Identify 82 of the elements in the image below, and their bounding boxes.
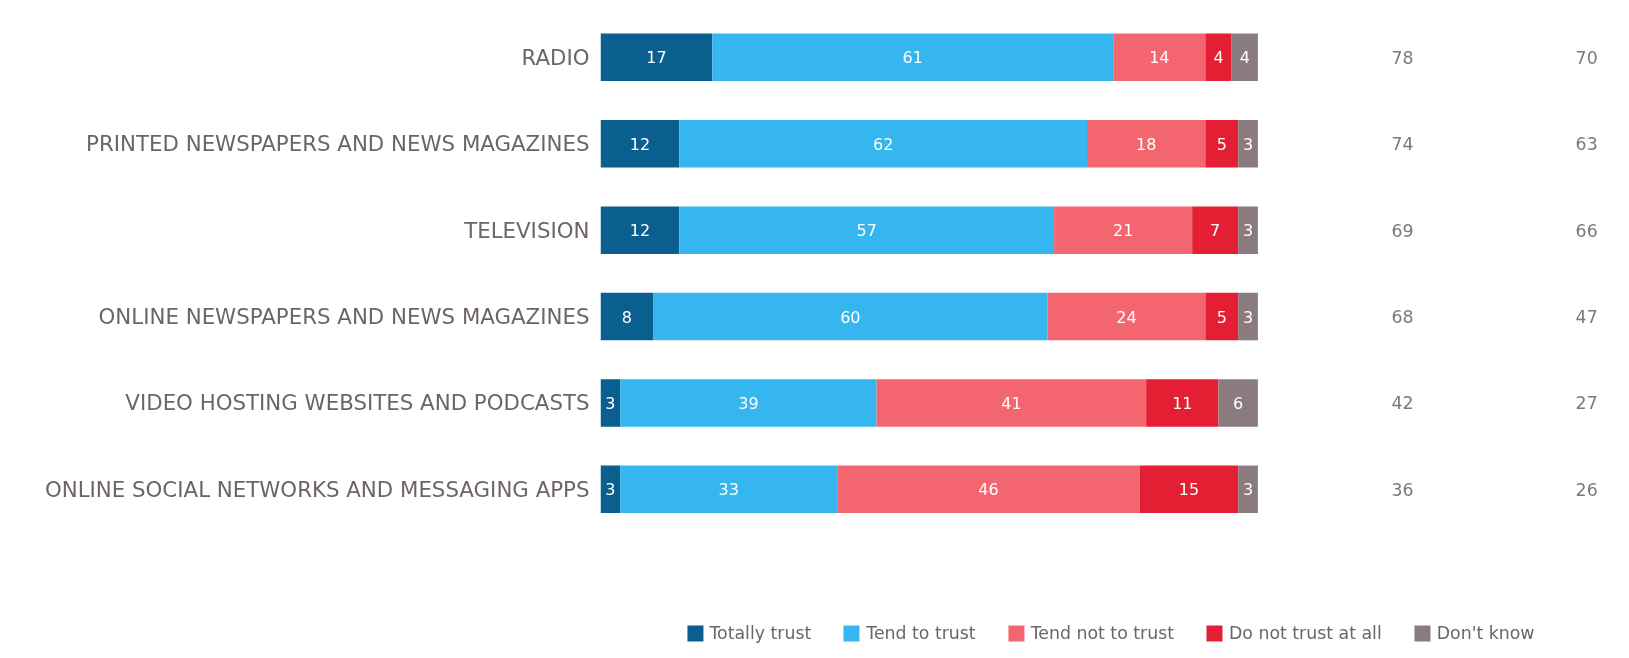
data-label: 3 bbox=[1242, 134, 1254, 154]
data-label: 7 bbox=[1210, 221, 1221, 241]
bar bbox=[1146, 379, 1219, 427]
data-label: 3 bbox=[1242, 307, 1254, 327]
bar bbox=[712, 33, 1114, 82]
bar bbox=[1205, 119, 1239, 168]
bar bbox=[1205, 33, 1232, 82]
text: 27 bbox=[1575, 393, 1598, 414]
legend-label: Tend to trust bbox=[866, 623, 976, 643]
text: 78 bbox=[1391, 47, 1414, 68]
bar bbox=[1205, 292, 1239, 341]
bar bbox=[1192, 206, 1239, 254]
y-tick-label: TELEVISION bbox=[463, 217, 590, 243]
data-label: 46 bbox=[978, 480, 999, 500]
data-label: 11 bbox=[1172, 393, 1193, 413]
y-tick-label: PRINTED NEWSPAPERS AND NEWS MAGAZINES bbox=[86, 131, 590, 157]
bar bbox=[1113, 33, 1206, 82]
data-label: 4 bbox=[1239, 48, 1250, 68]
data-label: 6 bbox=[1233, 393, 1244, 413]
legend-label: Tend not to trust bbox=[1030, 623, 1174, 643]
bar bbox=[1238, 119, 1258, 168]
data-label: 41 bbox=[1001, 393, 1022, 413]
bar bbox=[1238, 465, 1258, 514]
data-label: 60 bbox=[840, 307, 861, 327]
data-label: 3 bbox=[1242, 480, 1254, 500]
text: 74 bbox=[1391, 134, 1414, 155]
data-label: 62 bbox=[873, 134, 894, 154]
bar bbox=[600, 119, 680, 168]
bar bbox=[876, 379, 1147, 427]
data-label: 12 bbox=[629, 221, 651, 241]
bar bbox=[620, 465, 838, 514]
y-tick-label: RADIO bbox=[521, 44, 590, 70]
bar bbox=[837, 465, 1140, 514]
bar bbox=[620, 379, 877, 427]
text: 36 bbox=[1391, 479, 1414, 500]
data-label: 4 bbox=[1213, 48, 1224, 68]
text: 69 bbox=[1391, 220, 1414, 241]
text: 47 bbox=[1575, 307, 1598, 328]
data-label: 5 bbox=[1216, 134, 1227, 154]
text: 26 bbox=[1575, 479, 1598, 500]
text: 68 bbox=[1391, 307, 1414, 328]
data-label: 57 bbox=[856, 221, 877, 241]
bar bbox=[1054, 206, 1193, 254]
bar bbox=[600, 206, 680, 254]
bar bbox=[1139, 465, 1239, 514]
data-label: 5 bbox=[1216, 307, 1227, 327]
bar bbox=[1231, 33, 1258, 82]
data-label: 18 bbox=[1135, 134, 1157, 154]
text: 70 bbox=[1575, 47, 1598, 68]
bar bbox=[1238, 292, 1258, 341]
data-label: 3 bbox=[1242, 221, 1254, 241]
bar bbox=[1086, 119, 1206, 168]
bar bbox=[1218, 379, 1258, 427]
text: 63 bbox=[1575, 134, 1598, 155]
data-label: 15 bbox=[1178, 480, 1200, 500]
data-label: 12 bbox=[629, 134, 651, 154]
text: 66 bbox=[1575, 220, 1598, 241]
data-label: 3 bbox=[605, 480, 616, 500]
data-label: 8 bbox=[621, 307, 632, 327]
bar bbox=[600, 292, 654, 341]
text: 42 bbox=[1391, 393, 1414, 414]
y-tick-label: ONLINE SOCIAL NETWORKS AND MESSAGING APPS bbox=[44, 476, 590, 502]
y-tick-label: ONLINE NEWSPAPERS AND NEWS MAGAZINES bbox=[98, 304, 590, 330]
data-label: 24 bbox=[1116, 307, 1137, 327]
y-tick-label: VIDEO HOSTING WEBSITES AND PODCASTS bbox=[125, 390, 590, 416]
bar bbox=[600, 33, 713, 82]
legend-label: Don't know bbox=[1436, 623, 1535, 643]
data-label: 3 bbox=[605, 393, 616, 413]
bar bbox=[600, 379, 621, 427]
bar bbox=[1047, 292, 1206, 341]
data-label: 21 bbox=[1112, 221, 1134, 241]
data-label: 17 bbox=[646, 48, 667, 68]
data-label: 33 bbox=[718, 480, 739, 500]
data-label: 39 bbox=[738, 393, 759, 413]
bar bbox=[679, 206, 1055, 254]
legend-label: Do not trust at all bbox=[1228, 623, 1382, 643]
legend-label: Totally trust bbox=[709, 623, 812, 643]
data-label: 61 bbox=[902, 48, 923, 68]
bar bbox=[1238, 206, 1258, 254]
data-label: 14 bbox=[1149, 48, 1170, 68]
bar bbox=[653, 292, 1048, 341]
bar bbox=[679, 119, 1087, 168]
